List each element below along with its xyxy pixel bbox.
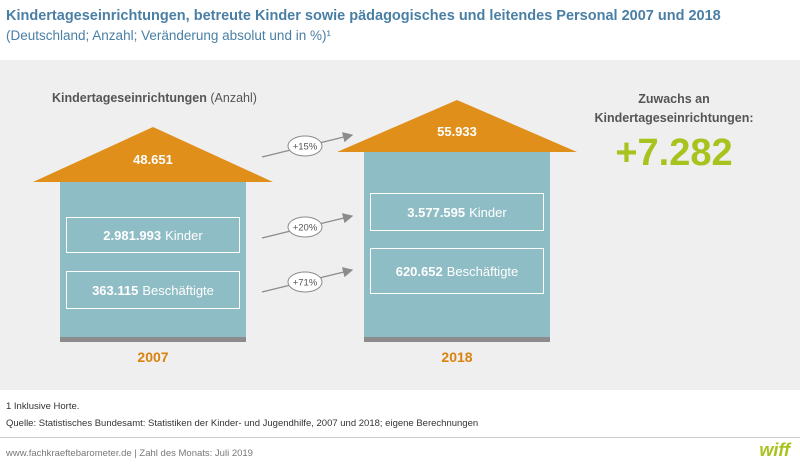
house-base-2007 xyxy=(60,337,246,342)
chart-title: Kindertageseinrichtungen, betreute Kinde… xyxy=(6,8,721,24)
wiff-logo: wiff xyxy=(759,440,790,460)
kinder-box-2018: 3.577.595 Kinder xyxy=(370,193,544,231)
staff-value-2007: 363.115 xyxy=(92,282,139,298)
footer-divider xyxy=(0,437,800,438)
staff-box-2018: 620.652 Beschäftigte xyxy=(370,248,544,294)
kinder-unit-2007: Kinder xyxy=(165,227,203,243)
growth-value: +7.282 xyxy=(615,132,733,174)
roof-value-2007: 48.651 xyxy=(133,152,173,167)
section-label-unit: (Anzahl) xyxy=(210,91,257,105)
source-note: Quelle: Statistisches Bundesamt: Statist… xyxy=(6,418,479,429)
house-body-2018 xyxy=(364,152,550,337)
roof-2007 xyxy=(33,127,273,182)
roof-2018 xyxy=(337,100,577,152)
chart-subtitle: (Deutschland; Anzahl; Veränderung absolu… xyxy=(6,28,331,43)
staff-unit-2007: Beschäftigte xyxy=(142,282,214,298)
change-label-beschaeftigte: +71% xyxy=(293,278,318,289)
year-label-2007: 2007 xyxy=(137,349,169,365)
year-label-2018: 2018 xyxy=(441,349,473,365)
section-label: Kindertageseinrichtungen (Anzahl) xyxy=(52,91,257,105)
footer-text: www.fachkraeftebarometer.de | Zahl des M… xyxy=(6,448,253,459)
kinder-unit-2018: Kinder xyxy=(469,204,507,220)
kinder-value-2007: 2.981.993 xyxy=(103,227,162,243)
house-base-2018 xyxy=(364,337,550,342)
roof-value-2018: 55.933 xyxy=(437,124,477,139)
kinder-box-2007: 2.981.993 Kinder xyxy=(66,217,240,253)
footnote: 1 Inklusive Horte. xyxy=(6,401,80,412)
staff-box-2007: 363.115 Beschäftigte xyxy=(66,271,240,309)
section-label-bold: Kindertageseinrichtungen xyxy=(52,91,207,105)
change-arrow-einrichtungen: +15% xyxy=(261,132,354,158)
change-label-kinder: +20% xyxy=(293,223,318,234)
kinder-value-2018: 3.577.595 xyxy=(407,204,466,220)
change-arrow-beschaeftigte: +71% xyxy=(261,267,354,293)
change-label-einrichtungen: +15% xyxy=(293,142,318,153)
change-arrow-kinder: +20% xyxy=(261,213,354,239)
house-body-2007 xyxy=(60,182,246,337)
staff-unit-2018: Beschäftigte xyxy=(446,263,519,279)
staff-value-2018: 620.652 xyxy=(395,263,443,279)
growth-label: Zuwachs an Kindertageseinrichtungen: xyxy=(594,92,754,125)
